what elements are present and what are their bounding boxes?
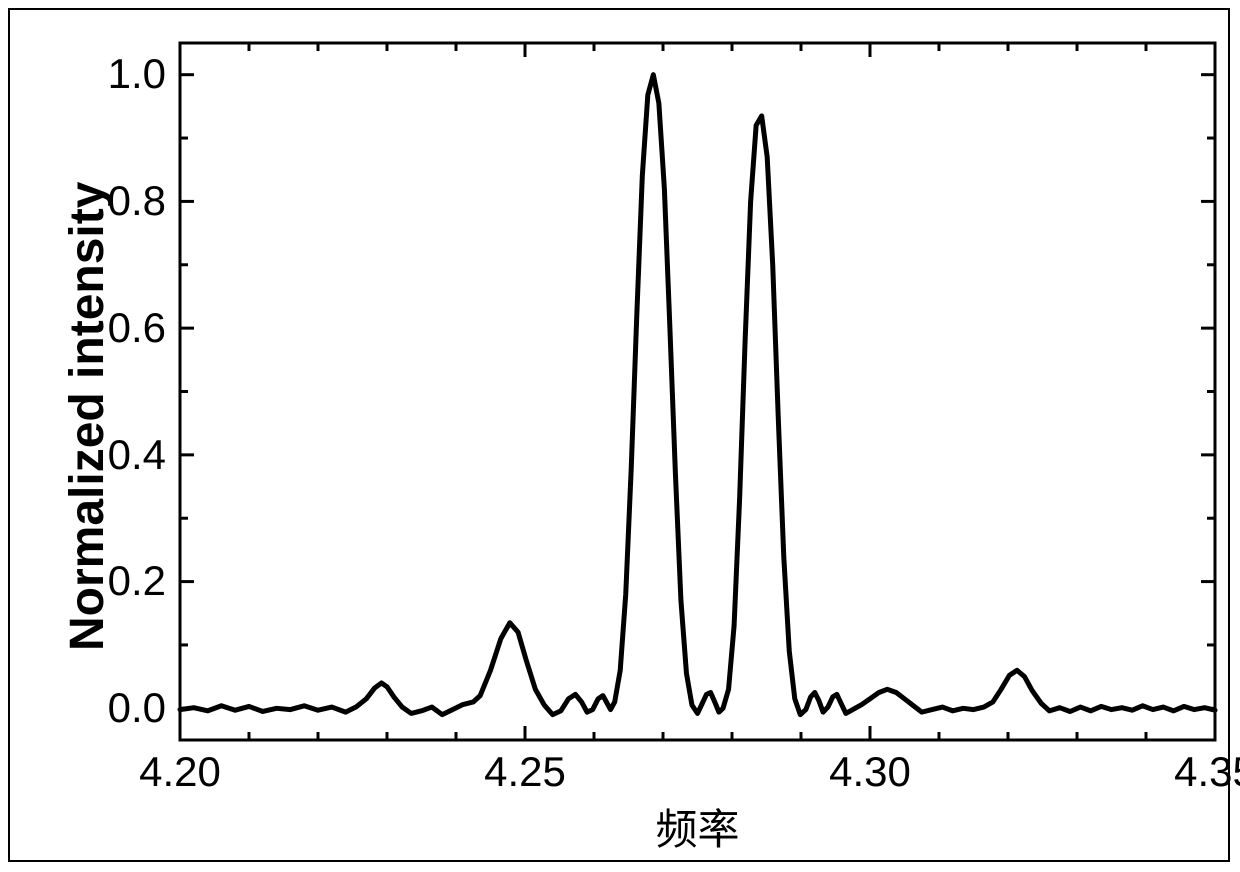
chart-svg (10, 10, 1228, 860)
y-tick-label: 0.0 (108, 684, 166, 732)
chart-area: Normalized intensity 频率 4.204.254.304.35… (10, 10, 1228, 860)
x-tick-label: 4.20 (139, 748, 221, 796)
x-axis-label: 频率 (655, 796, 739, 857)
x-tick-label: 4.25 (484, 748, 566, 796)
y-tick-label: 0.4 (108, 431, 166, 479)
y-tick-label: 0.2 (108, 557, 166, 605)
y-tick-label: 0.8 (108, 177, 166, 225)
y-tick-label: 0.6 (108, 304, 166, 352)
x-tick-label: 4.35 (1174, 748, 1240, 796)
x-tick-label: 4.30 (829, 748, 911, 796)
figure-outer-frame: Normalized intensity 频率 4.204.254.304.35… (8, 8, 1230, 862)
y-tick-label: 1.0 (108, 50, 166, 98)
